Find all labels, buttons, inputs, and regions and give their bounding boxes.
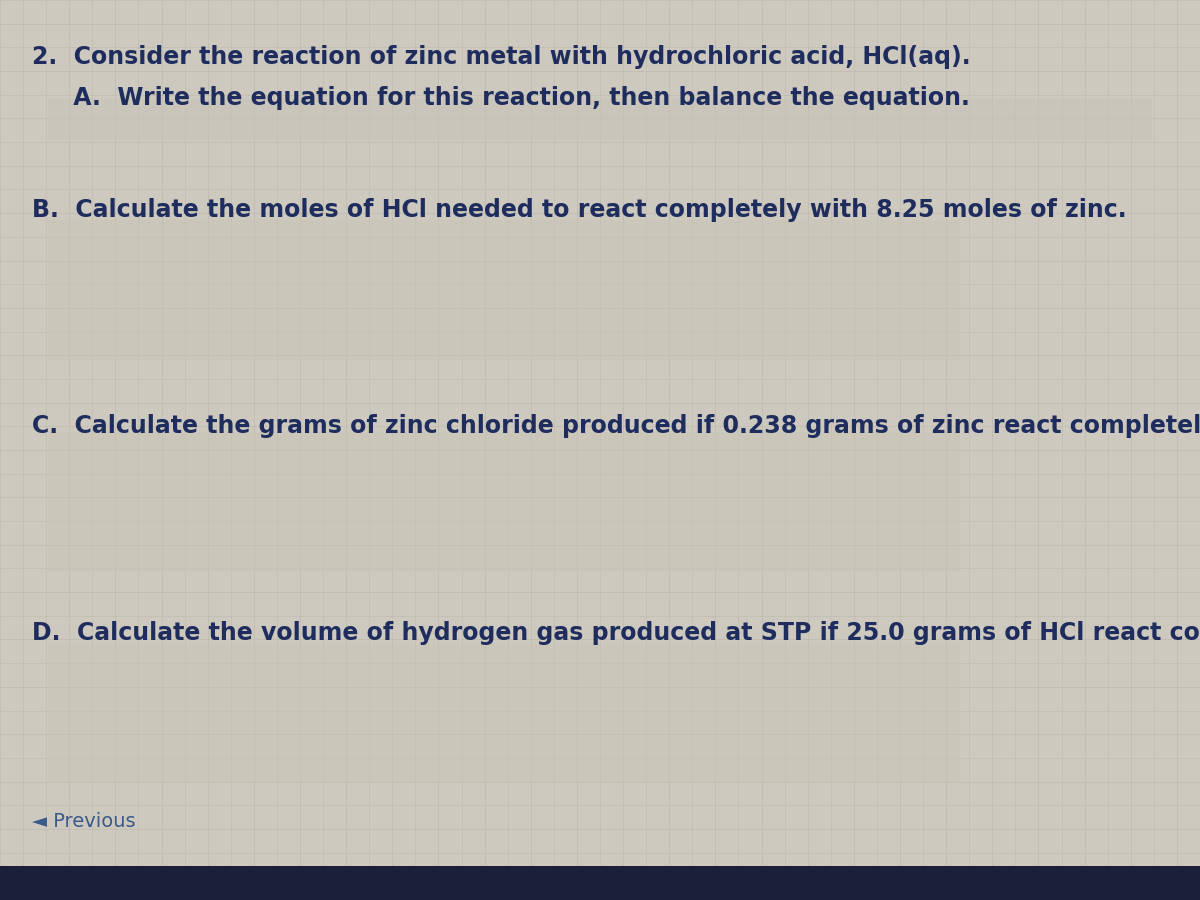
Text: D.  Calculate the volume of hydrogen gas produced at STP if 25.0 grams of HCl re: D. Calculate the volume of hydrogen gas … [32,621,1200,645]
Bar [48,99,1152,140]
Text: C.  Calculate the grams of zinc chloride produced if 0.238 grams of zinc react c: C. Calculate the grams of zinc chloride … [32,414,1200,438]
Text: ◄ Previous: ◄ Previous [32,812,136,831]
Text: B.  Calculate the moles of HCl needed to react completely with 8.25 moles of zin: B. Calculate the moles of HCl needed to … [32,198,1127,222]
Bar [48,220,960,360]
Bar [48,644,960,783]
Bar [0,866,1200,900]
Text: 2.  Consider the reaction of zinc metal with hydrochloric acid, HCl(aq).: 2. Consider the reaction of zinc metal w… [32,45,971,69]
Bar [48,432,960,572]
Text: A.  Write the equation for this reaction, then balance the equation.: A. Write the equation for this reaction,… [32,86,971,110]
